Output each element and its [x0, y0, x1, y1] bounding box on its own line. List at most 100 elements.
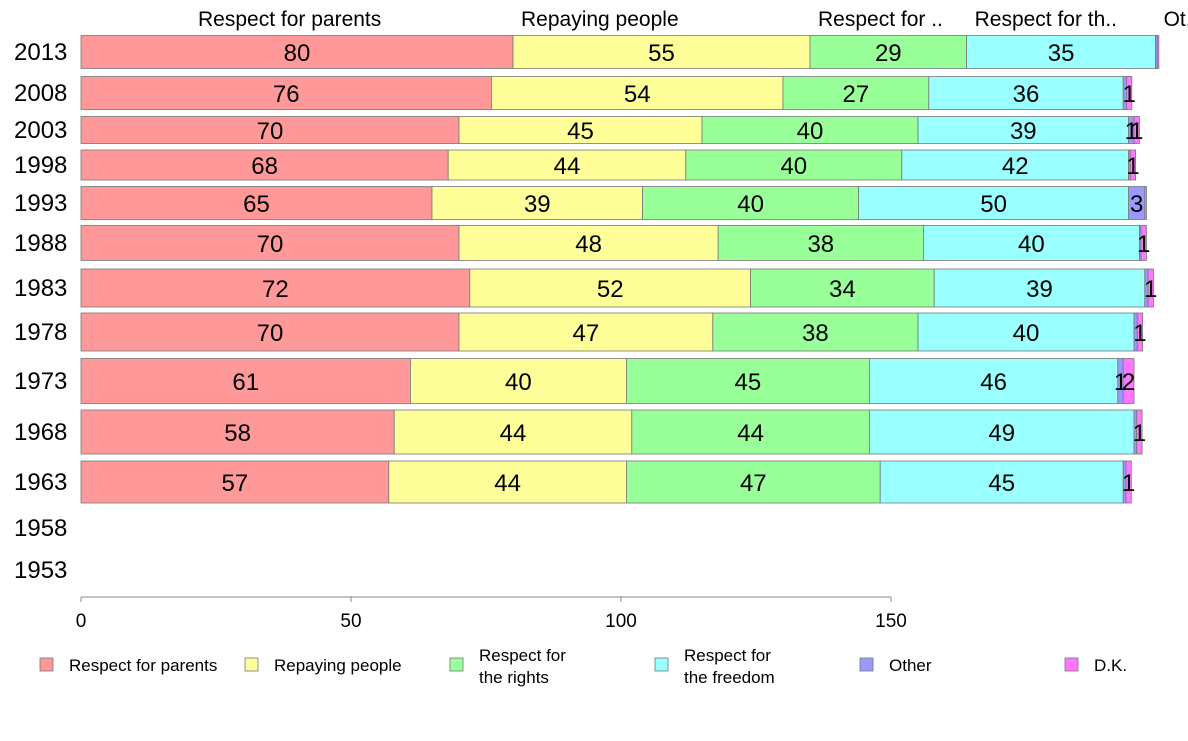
data-label-1993-respect-for-parents: 65: [243, 191, 270, 218]
data-label-2003-respect-for-parents: 70: [257, 118, 284, 145]
data-label-1998-respect-for-the-freedom: 42: [1002, 153, 1029, 180]
bar-1988-d-k: [1140, 225, 1147, 261]
bar-1963-respect-for-the-rights: [626, 460, 881, 504]
year-label-1998: 1998: [14, 152, 67, 179]
data-label-1983-d-k: 1: [1144, 276, 1157, 303]
data-label-1973-respect-for-parents: 61: [232, 369, 259, 396]
bar-1978-d-k: [1136, 312, 1144, 352]
legend-swatch-respect-for-the-rights: [449, 657, 464, 672]
legend-label-repaying-people: Repaying people: [274, 656, 402, 675]
data-label-2013-respect-for-the-freedom: 35: [1048, 40, 1075, 67]
data-label-1978-repaying-people: 47: [573, 320, 600, 347]
data-label-1998-repaying-people: 44: [554, 153, 581, 180]
bar-1983-respect-for-the-rights: [750, 268, 935, 308]
data-label-1988-d-k: 1: [1137, 231, 1150, 258]
bar-1968-d-k: [1136, 409, 1143, 455]
legend-swatch-repaying-people: [244, 657, 259, 672]
bar-1993-d-k: [1144, 186, 1147, 220]
legend-swatch-respect-for-the-freedom: [654, 657, 669, 672]
bar-1993-respect-for-parents: [80, 186, 433, 220]
bar-1963-repaying-people: [388, 460, 627, 504]
bar-1973-respect-for-the-rights: [626, 358, 870, 404]
x-tick-label-50: 50: [340, 611, 361, 632]
bar-2013-respect-for-parents: [80, 35, 514, 69]
year-label-1973: 1973: [14, 368, 67, 395]
legend-label-respect-for-the-freedom: Respect for: [684, 646, 771, 665]
bar-1973-repaying-people: [409, 358, 627, 404]
series-header-respect-for-parents: Respect for parents: [198, 8, 381, 31]
data-label-1988-repaying-people: 48: [575, 231, 602, 258]
bar-1983-respect-for-the-freedom: [933, 268, 1146, 308]
bar-1988-respect-for-the-rights: [717, 225, 924, 261]
data-label-1988-respect-for-parents: 70: [257, 231, 284, 258]
data-label-2013-repaying-people: 55: [648, 40, 675, 67]
series-header-repaying-people: Repaying people: [521, 8, 679, 31]
series-header-respect-for-the-rights: Respect for ..: [818, 8, 943, 31]
bar-2008-d-k: [1126, 76, 1133, 110]
data-label-2003-d-k: 1: [1130, 118, 1143, 145]
data-label-2013-respect-for-the-rights: 29: [875, 40, 902, 67]
legend-swatch-respect-for-parents: [39, 657, 54, 672]
legend-label-respect-for-the-rights: Respect for: [479, 646, 566, 665]
data-label-1963-respect-for-the-rights: 47: [740, 470, 767, 497]
data-label-1983-respect-for-parents: 72: [262, 276, 289, 303]
year-label-1953: 1953: [14, 557, 67, 584]
bar-2003-respect-for-the-rights: [701, 116, 919, 144]
data-label-1983-repaying-people: 52: [597, 276, 624, 303]
bar-1993-respect-for-the-freedom: [858, 186, 1129, 220]
bar-1968-respect-for-the-freedom: [869, 409, 1135, 455]
data-label-2008-repaying-people: 54: [624, 81, 651, 108]
x-tick-label-0: 0: [76, 611, 87, 632]
data-label-1988-respect-for-the-rights: 38: [807, 231, 834, 258]
data-label-1978-respect-for-parents: 70: [257, 320, 284, 347]
bar-1968-respect-for-parents: [80, 409, 395, 455]
bar-1993-repaying-people: [431, 186, 644, 220]
bar-2008-respect-for-the-freedom: [928, 76, 1124, 110]
legend-swatch-d-k: [1064, 657, 1079, 672]
bar-1973-respect-for-parents: [80, 358, 411, 404]
legend-label-respect-for-the-freedom: the freedom: [684, 668, 775, 687]
data-label-1968-repaying-people: 44: [500, 420, 527, 447]
bar-2003-respect-for-parents: [80, 116, 460, 144]
bar-1998-respect-for-parents: [80, 149, 449, 181]
bar-1988-respect-for-parents: [80, 225, 460, 261]
data-label-1963-respect-for-parents: 57: [222, 470, 249, 497]
data-label-2008-respect-for-the-freedom: 36: [1013, 81, 1040, 108]
legend-label-d-k: D.K.: [1094, 656, 1127, 675]
bar-1983-respect-for-parents: [80, 268, 471, 308]
year-label-2003: 2003: [14, 117, 67, 144]
data-label-1978-d-k: 1: [1133, 320, 1146, 347]
bar-1978-repaying-people: [458, 312, 714, 352]
data-label-1998-d-k: 1: [1126, 153, 1139, 180]
data-label-1998-respect-for-parents: 68: [251, 153, 278, 180]
data-label-1998-respect-for-the-rights: 40: [780, 153, 807, 180]
bar-2013-respect-for-the-freedom: [966, 35, 1156, 69]
data-label-2008-respect-for-the-rights: 27: [843, 81, 870, 108]
data-label-1968-d-k: 1: [1133, 420, 1146, 447]
bar-1963-respect-for-parents: [80, 460, 390, 504]
data-label-1978-respect-for-the-freedom: 40: [1013, 320, 1040, 347]
bar-1978-respect-for-the-freedom: [917, 312, 1135, 352]
year-label-1958: 1958: [14, 515, 67, 542]
series-header-other: Ot..: [1164, 8, 1188, 31]
year-label-1978: 1978: [14, 319, 67, 346]
legend-label-respect-for-the-rights: the rights: [479, 668, 549, 687]
data-label-1993-respect-for-the-freedom: 50: [980, 191, 1007, 218]
bar-2008-respect-for-parents: [80, 76, 492, 110]
data-label-1978-respect-for-the-rights: 38: [802, 320, 829, 347]
data-label-2008-respect-for-parents: 76: [273, 81, 300, 108]
data-label-1993-other: 3: [1130, 191, 1143, 218]
data-label-2008-d-k: 1: [1122, 81, 1135, 108]
bar-2003-d-k: [1133, 116, 1140, 144]
bar-1963-d-k: [1125, 460, 1132, 504]
year-label-1983: 1983: [14, 275, 67, 302]
data-label-1973-respect-for-the-freedom: 46: [980, 369, 1007, 396]
data-label-1968-respect-for-the-rights: 44: [737, 420, 764, 447]
data-label-1963-respect-for-the-freedom: 45: [988, 470, 1015, 497]
data-label-1973-repaying-people: 40: [505, 369, 532, 396]
data-label-1973-respect-for-the-rights: 45: [735, 369, 762, 396]
data-label-2003-respect-for-the-freedom: 39: [1010, 118, 1037, 145]
data-label-1973-d-k: 2: [1122, 369, 1135, 396]
